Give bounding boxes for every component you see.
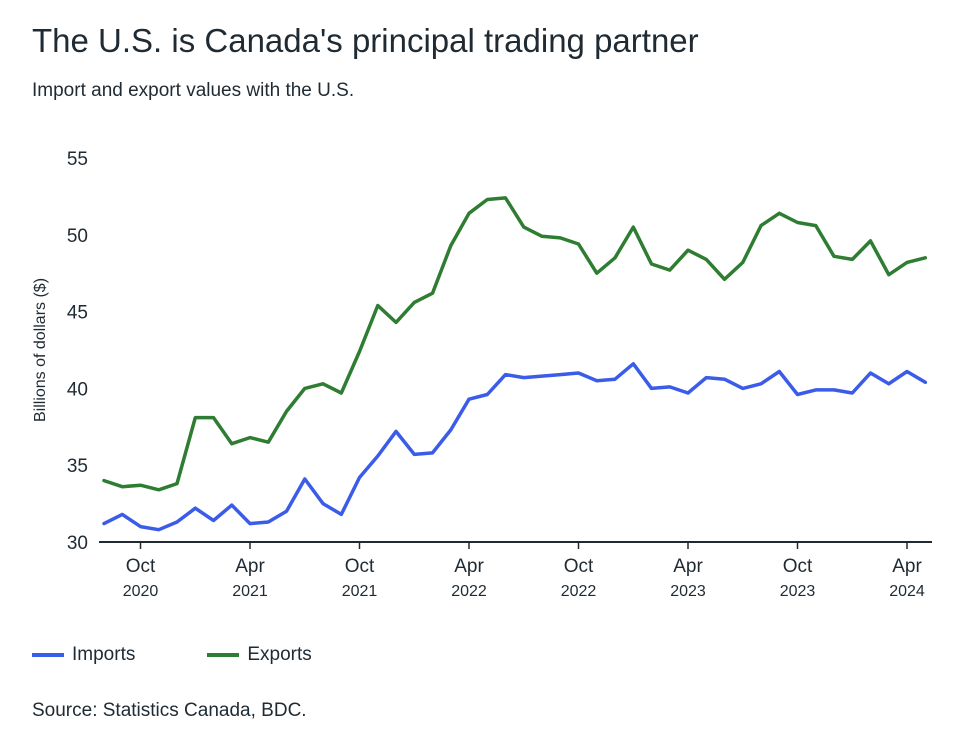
series-line-imports	[102, 362, 928, 532]
chart-title: The U.S. is Canada's principal trading p…	[32, 22, 699, 59]
x-tick-month-label: Apr	[892, 556, 922, 577]
x-tick-month-label: Oct	[126, 556, 156, 577]
x-tick-month-label: Oct	[783, 556, 813, 577]
legend-label-exports: Exports	[247, 644, 312, 665]
x-tick-year-label: 2023	[670, 583, 706, 600]
y-tick-label: 45	[67, 303, 88, 324]
imports-swatch	[32, 653, 64, 657]
x-tick-year-label: 2022	[451, 583, 487, 600]
y-tick-label: 35	[67, 456, 88, 477]
y-tick-label: 50	[67, 226, 88, 247]
series-line-exports	[102, 196, 928, 492]
legend-item-exports: Exports	[207, 644, 312, 666]
x-tick-year-label: 2020	[123, 583, 159, 600]
y-axis-label: Billions of dollars ($)	[32, 278, 49, 422]
x-tick-month-label: Apr	[673, 556, 703, 577]
y-tick-label: 30	[67, 533, 88, 554]
source-note: Source: Statistics Canada, BDC.	[32, 700, 307, 721]
chart-subtitle: Import and export values with the U.S.	[32, 80, 355, 101]
legend-item-imports: Imports	[32, 644, 135, 666]
legend: Imports Exports	[32, 644, 384, 666]
x-tick-year-label: 2021	[232, 583, 268, 600]
x-tick-month-label: Oct	[564, 556, 594, 577]
x-tick-month-label: Apr	[454, 556, 484, 577]
x-tick-month-label: Apr	[235, 556, 265, 577]
exports-swatch	[207, 653, 240, 657]
x-tick-year-label: 2021	[342, 583, 378, 600]
x-tick-month-label: Oct	[345, 556, 375, 577]
x-tick-year-label: 2022	[561, 583, 597, 600]
legend-label-imports: Imports	[72, 644, 136, 665]
line-chart: 30 35 40 45 50 55 Billions of dollars ($) Oct 20…	[32, 149, 932, 600]
y-tick-label: 40	[67, 379, 88, 400]
x-tick-year-label: 2024	[889, 583, 925, 600]
y-tick-label: 55	[67, 149, 88, 170]
x-tick-year-label: 2023	[780, 583, 816, 600]
